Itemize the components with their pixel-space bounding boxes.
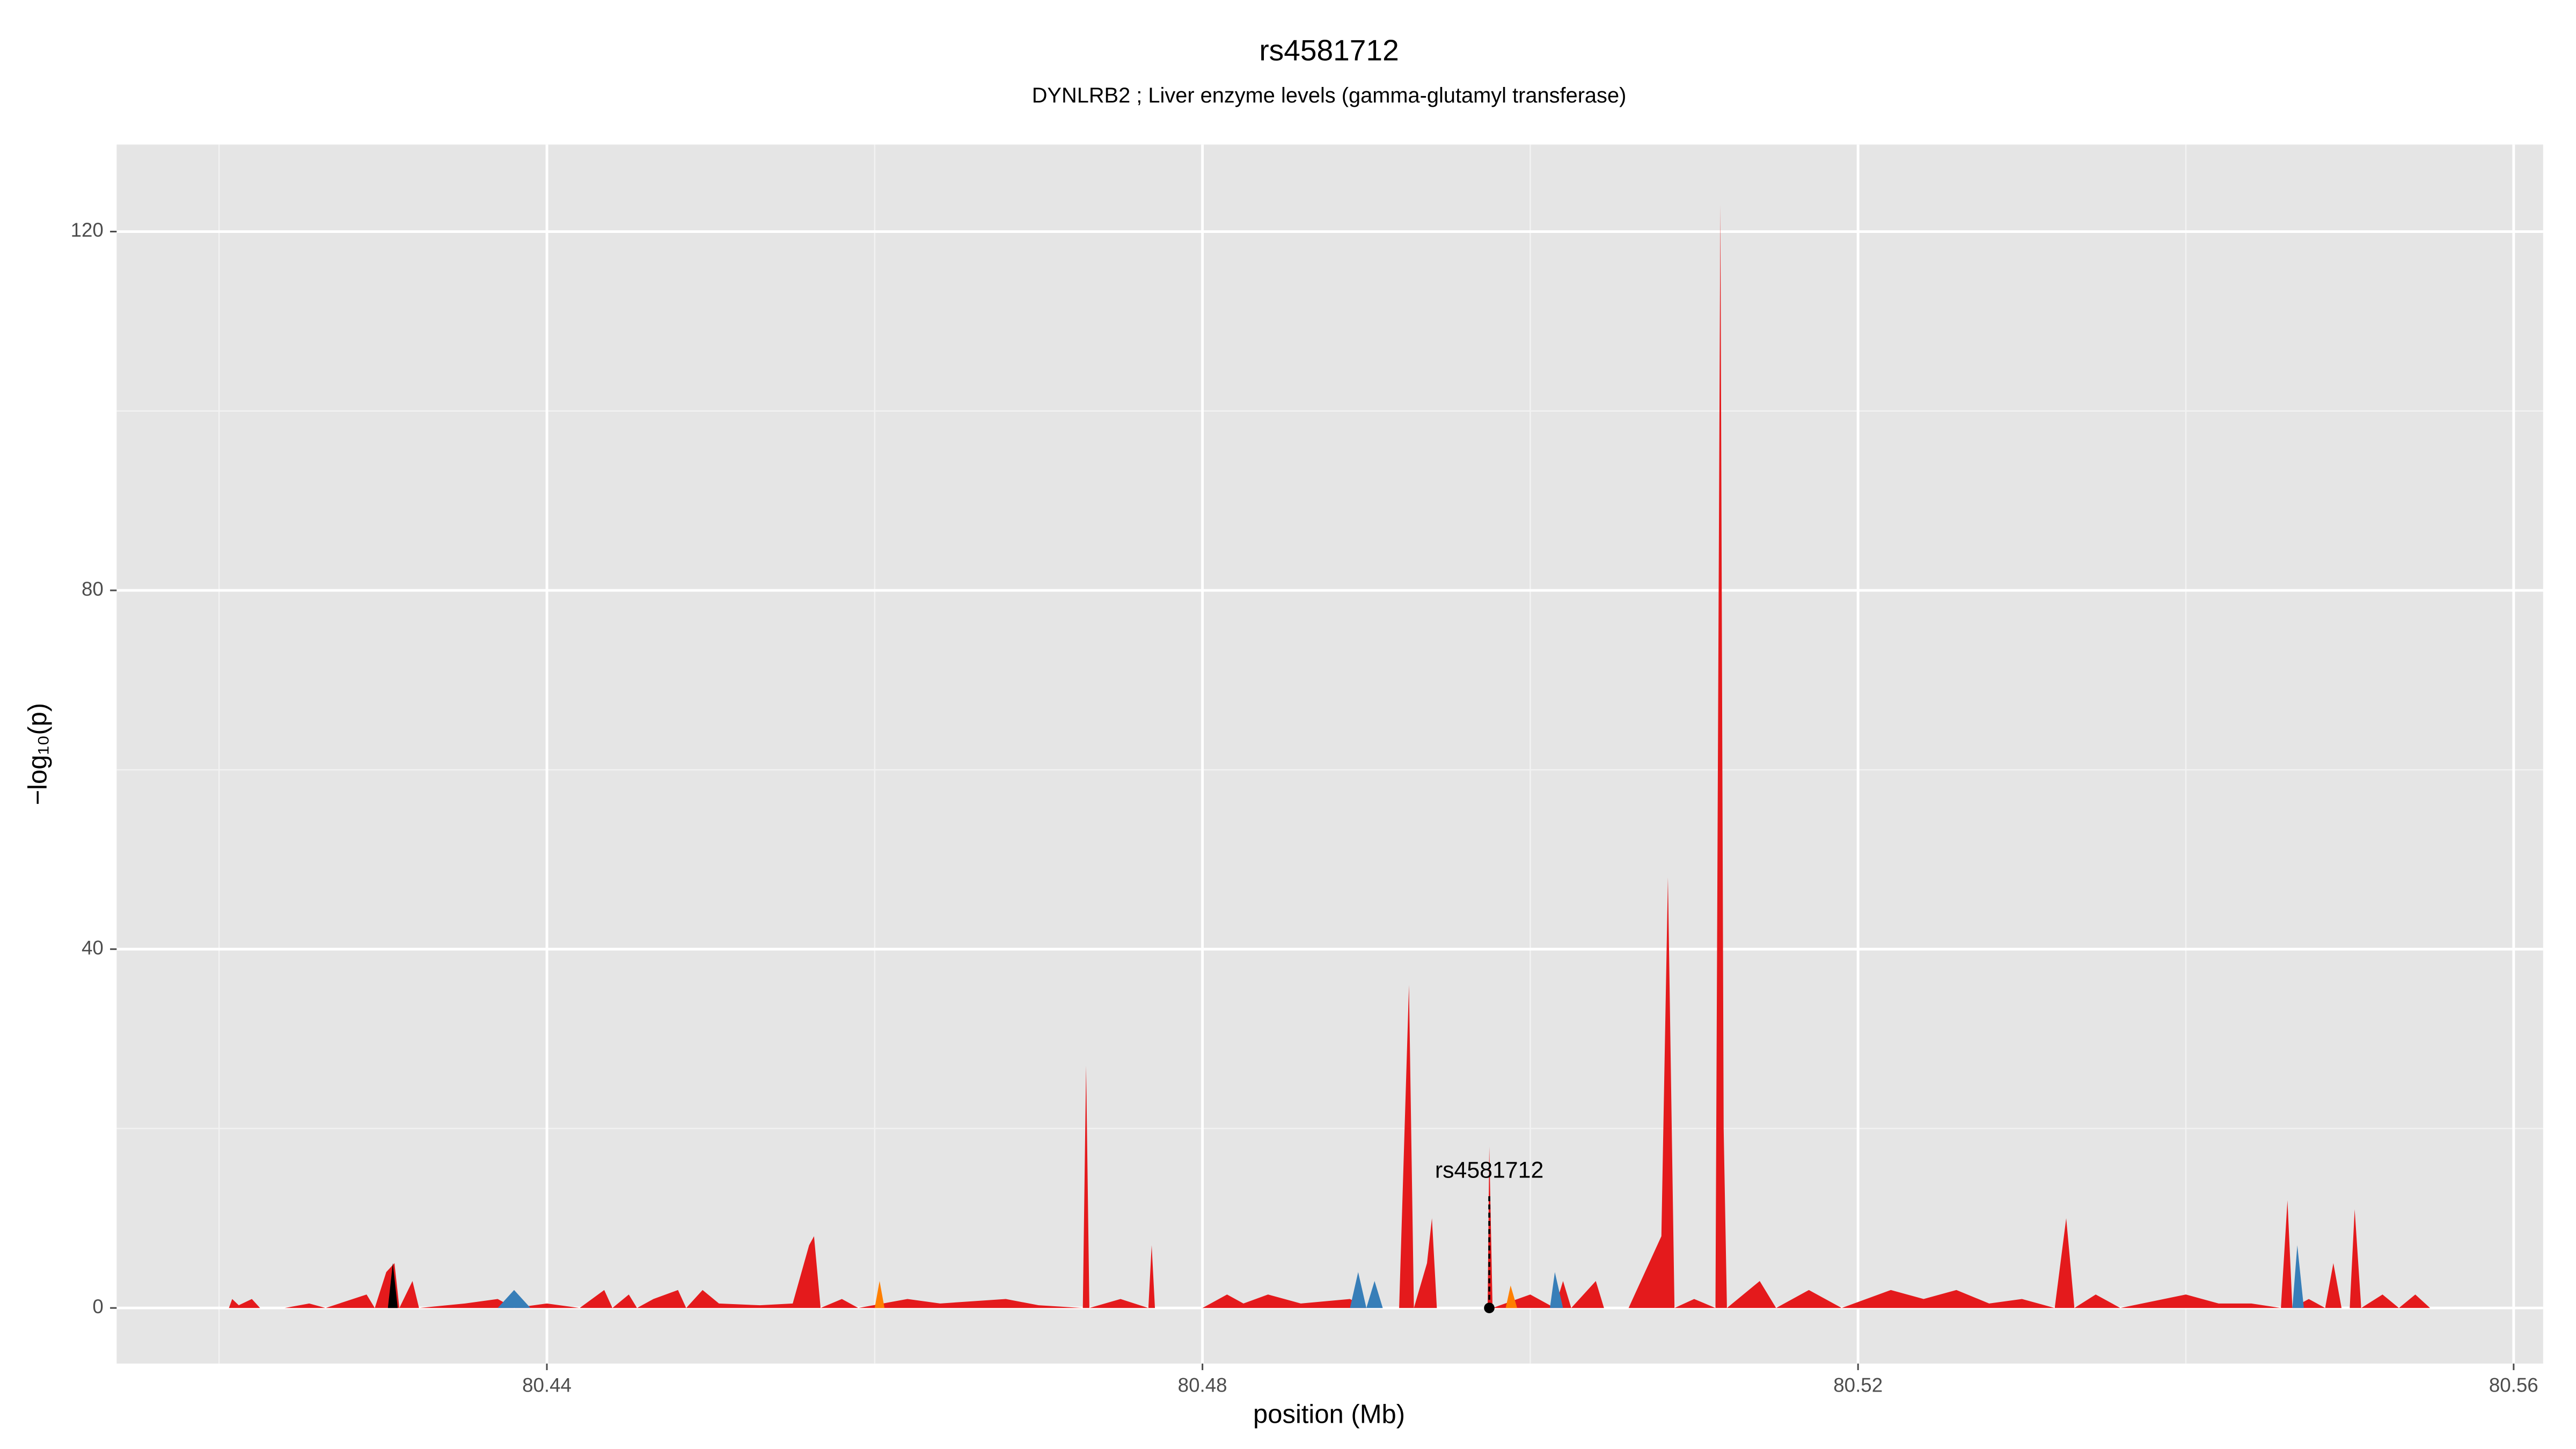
chart-subtitle: DYNLRB2 ; Liver enzyme levels (gamma-glu… xyxy=(1032,84,1627,107)
y-axis-label: −log₁₀(p) xyxy=(23,703,52,806)
chart-title: rs4581712 xyxy=(1259,34,1399,67)
y-tick-label: 40 xyxy=(82,936,104,958)
x-tick-label: 80.48 xyxy=(1178,1374,1227,1396)
x-axis-label: position (Mb) xyxy=(1253,1400,1405,1429)
annotation-point xyxy=(1484,1302,1495,1313)
y-tick-label: 0 xyxy=(92,1296,103,1318)
x-tick-label: 80.52 xyxy=(1833,1374,1883,1396)
y-tick-label: 80 xyxy=(82,578,104,600)
x-tick-label: 80.56 xyxy=(2489,1374,2538,1396)
y-tick-label: 120 xyxy=(71,219,104,241)
plot-panel xyxy=(116,144,2543,1364)
x-tick-label: 80.44 xyxy=(522,1374,572,1396)
area xyxy=(387,1263,398,1308)
annotation-label: rs4581712 xyxy=(1435,1157,1543,1183)
